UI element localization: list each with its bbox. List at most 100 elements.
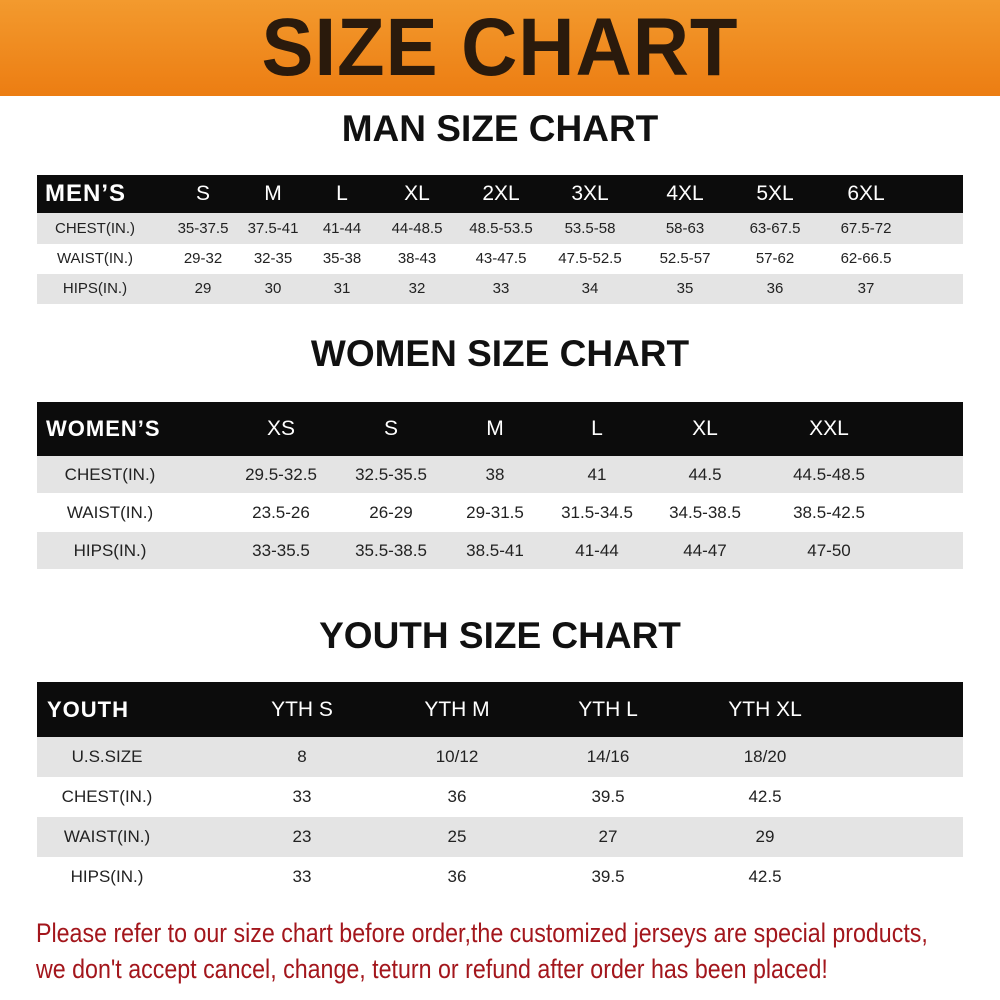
table-cell: 10/12 [435,747,479,766]
table-cell: 53.5-58 [564,220,616,237]
table-cell: 43-47.5 [475,250,527,267]
men-size-table: MEN’S S M L XL 2XL 3XL 4XL 5XL 6XL CHEST(IN.) 35-37… [37,175,963,304]
table-header-row: YOUTH YTH S YTH M YTH L YTH XL [37,682,963,737]
table-cell: 41-44 [322,220,362,237]
table-row: CHEST(IN.) 35-37.5 37.5-41 41-44 44-48.5 48.5… [37,213,963,244]
table-cell: 37 [857,280,875,297]
table-cell: 29.5-32.5 [245,465,317,484]
size-header-cell: S [383,417,399,440]
table-cell: 33 [292,787,312,806]
table-cell: 34 [581,280,599,297]
table-title-cell: WOMEN’S [46,416,161,441]
row-label: CHEST(IN.) [64,465,156,484]
table-cell: 27 [598,827,618,846]
table-cell: 35.5-38.5 [355,541,427,560]
size-header-cell: L [591,417,603,440]
table-cell: 30 [264,280,282,297]
size-header-cell: XS [266,417,296,440]
table-cell: 67.5-72 [840,220,892,237]
row-label: WAIST(IN.) [56,250,134,267]
table-cell: 31 [333,280,351,297]
table-row: HIPS(IN.) 33-35.5 35.5-38.5 38.5-41 41-44 44-… [37,532,963,569]
table-cell: 47.5-52.5 [558,250,622,267]
table-cell: 37.5-41 [247,220,299,237]
youth-size-table: YOUTH YTH S YTH M YTH L YTH XL U.S.SIZE 8 10/12… [37,682,963,897]
row-label: WAIST(IN.) [63,827,151,846]
table-cell: 25 [447,827,467,846]
table-row: U.S.SIZE 8 10/12 14/16 18/20 [37,737,963,777]
table-header-row: MEN’S S M L XL 2XL 3XL 4XL 5XL 6XL [37,175,963,213]
table-cell: 29-32 [183,250,223,267]
table-cell: 38-43 [397,250,437,267]
table-cell: 48.5-53.5 [469,220,533,237]
table-row: WAIST(IN.) 23.5-26 26-29 29-31.5 31.5-34.5 34… [37,493,963,532]
size-header-cell: YTH L [578,698,638,721]
notice-line-2: we don't accept cancel, change, teturn o… [36,954,828,984]
table-title-cell: MEN’S [45,180,127,207]
table-row: WAIST(IN.) 29-32 32-35 35-38 38-43 43-47.5 47.… [37,244,963,274]
table-cell: 31.5-34.5 [561,503,633,522]
table-cell: 44.5 [688,465,722,484]
table-cell: 32.5-35.5 [355,465,427,484]
row-label: HIPS(IN.) [70,867,144,886]
table-cell: 23 [292,827,312,846]
size-header-cell: XL [692,417,718,440]
size-header-cell: M [264,182,282,205]
row-label: U.S.SIZE [71,747,143,766]
table-cell: 62-66.5 [840,250,892,267]
table-row: WAIST(IN.) 23 25 27 29 [37,817,963,857]
table-title-cell: YOUTH [47,697,129,722]
table-cell: 44.5-48.5 [793,465,865,484]
table-cell: 29-31.5 [466,503,524,522]
table-cell: 39.5 [591,867,625,886]
table-cell: 44-48.5 [391,220,443,237]
row-label: HIPS(IN.) [73,541,147,560]
size-header-cell: S [195,182,211,205]
table-cell: 32-35 [253,250,293,267]
notice-line-1: Please refer to our size chart before or… [36,918,928,948]
table-cell: 44-47 [683,541,727,560]
table-cell: 33 [292,867,312,886]
size-header-cell: 4XL [666,182,704,205]
table-cell: 58-63 [665,220,705,237]
table-cell: 33-35.5 [252,541,310,560]
table-cell: 42.5 [748,787,782,806]
row-label: WAIST(IN.) [66,503,154,522]
table-cell: 38.5-41 [466,541,524,560]
table-row: HIPS(IN.) 29 30 31 32 33 34 35 36 37 [37,274,963,304]
size-header-cell: 5XL [756,182,794,205]
table-cell: 23.5-26 [252,503,310,522]
size-header-cell: XXL [809,417,849,440]
table-cell: 41-44 [575,541,619,560]
table-cell: 14/16 [586,747,630,766]
banner: SIZE CHART [0,0,1000,96]
row-label: CHEST(IN.) [55,220,135,237]
size-header-cell: 6XL [847,182,885,205]
size-header-cell: 2XL [482,182,520,205]
size-header-cell: YTH S [271,698,333,721]
size-header-cell: 3XL [571,182,609,205]
table-cell: 18/20 [743,747,787,766]
size-header-cell: YTH XL [728,698,802,721]
women-section-title: WOMEN SIZE CHART [310,333,690,374]
page-title: SIZE CHART [261,2,739,93]
table-cell: 32 [408,280,426,297]
table-cell: 36 [447,787,467,806]
row-label: HIPS(IN.) [62,280,128,297]
size-header-cell: M [486,417,504,440]
table-cell: 36 [447,867,467,886]
table-cell: 36 [766,280,784,297]
table-cell: 47-50 [807,541,851,560]
women-size-table: WOMEN’S XS S M L XL XXL CHEST(IN.) 29.5-32.5 32.5… [37,402,963,569]
table-cell: 38 [485,465,505,484]
youth-section-title: YOUTH SIZE CHART [319,615,681,656]
table-row: HIPS(IN.) 33 36 39.5 42.5 [37,857,963,897]
table-cell: 33 [492,280,510,297]
table-row: CHEST(IN.) 29.5-32.5 32.5-35.5 38 41 44.5 44.5… [37,456,963,493]
table-cell: 35-38 [322,250,362,267]
table-cell: 41 [587,465,607,484]
table-cell: 35 [676,280,694,297]
table-cell: 57-62 [755,250,795,267]
table-cell: 29 [755,827,775,846]
table-cell: 35-37.5 [177,220,229,237]
